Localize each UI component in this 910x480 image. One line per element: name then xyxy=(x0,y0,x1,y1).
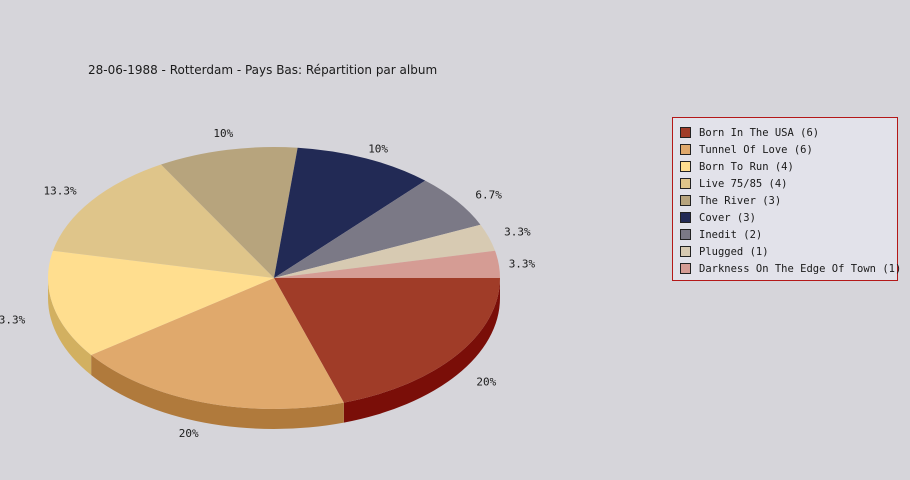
data-label-live-75-85: 13.3% xyxy=(43,185,76,198)
pie-slice-born-to-run xyxy=(47,250,275,355)
pie-slice-cover xyxy=(274,147,426,278)
pie-slice-tunnel-of-love xyxy=(91,278,344,410)
pie-slice-born-in-the-usa xyxy=(274,278,500,403)
pie-slice-live-75-85 xyxy=(52,164,274,278)
data-label-the-river: 10% xyxy=(213,127,233,140)
pie-slice-inedit xyxy=(274,180,481,278)
pie-slice-darkness-on-the-edge-of-town xyxy=(274,250,500,278)
data-label-born-in-the-usa: 20% xyxy=(476,375,496,388)
data-label-born-to-run: 13.3% xyxy=(0,314,26,327)
legend-item-darkness-on-the-edge-of-town: Darkness On The Edge Of Town (1) xyxy=(680,260,901,277)
data-label-darkness-on-the-edge-of-town: 3.3% xyxy=(509,258,536,271)
legend-swatch xyxy=(680,195,691,206)
data-label-plugged: 3.3% xyxy=(504,226,531,239)
data-label-tunnel-of-love: 20% xyxy=(179,427,199,440)
legend-swatch xyxy=(680,229,691,240)
legend-swatch xyxy=(680,127,691,138)
legend-label: The River (3) xyxy=(699,194,782,207)
legend-label: Plugged (1) xyxy=(699,245,769,258)
legend-swatch xyxy=(680,246,691,257)
legend: Born In The USA (6) Tunnel Of Love (6) Bor… xyxy=(672,117,901,281)
legend-item-the-river: The River (3) xyxy=(680,192,897,209)
legend-item-cover: Cover (3) xyxy=(680,209,897,226)
legend-label: Tunnel Of Love (6) xyxy=(699,143,813,156)
legend-item-inedit: Inedit (2) xyxy=(680,226,897,243)
data-label-inedit: 6.7% xyxy=(475,189,502,202)
legend-swatch xyxy=(680,161,691,172)
legend-label: Born In The USA (6) xyxy=(699,126,820,139)
data-label-cover: 10% xyxy=(368,143,388,156)
legend-item-plugged: Plugged (1) xyxy=(680,243,897,260)
legend-swatch xyxy=(680,178,691,189)
chart-title: 28-06-1988 - Rotterdam - Pays Bas: Répar… xyxy=(88,63,437,77)
legend-item-born-in-the-usa: Born In The USA (6) xyxy=(680,124,897,141)
pie-slice-plugged xyxy=(274,224,496,278)
legend-item-live-75-85: Live 75/85 (4) xyxy=(680,175,897,192)
legend-label: Live 75/85 (4) xyxy=(699,177,788,190)
pie-side-born-to-run xyxy=(48,278,92,375)
legend-item-tunnel-of-love: Tunnel Of Love (6) xyxy=(680,141,897,158)
legend-label: Inedit (2) xyxy=(699,228,763,241)
legend-label: Born To Run (4) xyxy=(699,160,794,173)
pie-side-born-in-the-usa xyxy=(343,278,500,423)
legend-label: Cover (3) xyxy=(699,211,756,224)
pie-side-tunnel-of-love xyxy=(91,354,344,429)
legend-swatch xyxy=(680,212,691,223)
legend-label: Darkness On The Edge Of Town (1) xyxy=(699,262,902,275)
legend-swatch xyxy=(680,144,691,155)
legend-swatch xyxy=(680,263,691,274)
legend-item-born-to-run: Born To Run (4) xyxy=(680,158,897,175)
pie-slice-the-river xyxy=(161,147,298,278)
